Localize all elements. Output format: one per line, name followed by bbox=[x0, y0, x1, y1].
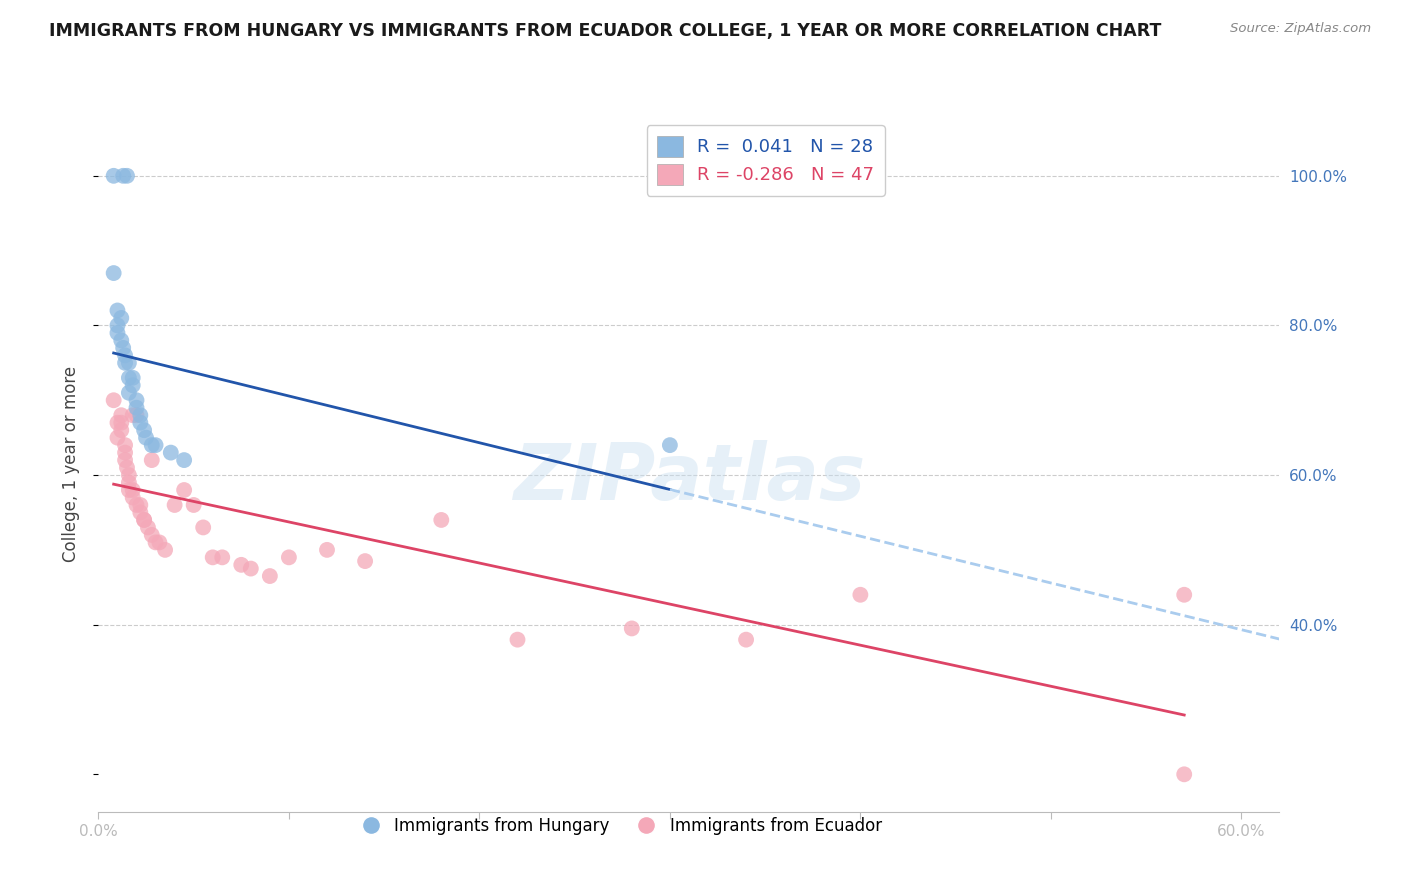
Point bbox=[125, 498, 148, 512]
Point bbox=[107, 318, 129, 333]
Point bbox=[134, 513, 156, 527]
Point bbox=[118, 468, 141, 483]
Point bbox=[1173, 588, 1195, 602]
Point bbox=[107, 416, 129, 430]
Point bbox=[145, 535, 167, 549]
Point bbox=[163, 498, 186, 512]
Point bbox=[849, 588, 872, 602]
Point bbox=[110, 416, 132, 430]
Point bbox=[103, 266, 125, 280]
Point bbox=[259, 569, 281, 583]
Point bbox=[173, 453, 195, 467]
Point bbox=[231, 558, 253, 572]
Point bbox=[114, 348, 136, 362]
Point bbox=[141, 438, 163, 452]
Point bbox=[114, 438, 136, 452]
Point bbox=[121, 378, 143, 392]
Point bbox=[354, 554, 377, 568]
Point bbox=[110, 310, 132, 325]
Point bbox=[125, 393, 148, 408]
Point bbox=[135, 431, 157, 445]
Point bbox=[114, 453, 136, 467]
Point bbox=[129, 498, 152, 512]
Point bbox=[110, 334, 132, 348]
Point bbox=[145, 438, 167, 452]
Point bbox=[114, 356, 136, 370]
Point bbox=[121, 483, 143, 497]
Point bbox=[430, 513, 453, 527]
Point bbox=[134, 423, 156, 437]
Point bbox=[115, 460, 138, 475]
Point bbox=[125, 401, 148, 415]
Point bbox=[239, 561, 262, 575]
Point bbox=[658, 438, 681, 452]
Point bbox=[159, 445, 181, 459]
Point bbox=[316, 542, 339, 557]
Point bbox=[141, 528, 163, 542]
Text: Source: ZipAtlas.com: Source: ZipAtlas.com bbox=[1230, 22, 1371, 36]
Point bbox=[112, 341, 135, 355]
Text: IMMIGRANTS FROM HUNGARY VS IMMIGRANTS FROM ECUADOR COLLEGE, 1 YEAR OR MORE CORRE: IMMIGRANTS FROM HUNGARY VS IMMIGRANTS FR… bbox=[49, 22, 1161, 40]
Point bbox=[506, 632, 529, 647]
Point bbox=[211, 550, 233, 565]
Point bbox=[112, 169, 135, 183]
Point bbox=[107, 326, 129, 340]
Point bbox=[121, 371, 143, 385]
Legend: Immigrants from Hungary, Immigrants from Ecuador: Immigrants from Hungary, Immigrants from… bbox=[347, 810, 889, 842]
Point bbox=[110, 423, 132, 437]
Point bbox=[107, 431, 129, 445]
Point bbox=[129, 416, 152, 430]
Point bbox=[118, 475, 141, 490]
Point bbox=[129, 506, 152, 520]
Point bbox=[118, 385, 141, 400]
Point bbox=[193, 520, 215, 534]
Point bbox=[173, 483, 195, 497]
Point bbox=[125, 408, 148, 422]
Point bbox=[134, 513, 156, 527]
Point bbox=[103, 169, 125, 183]
Point bbox=[620, 622, 643, 636]
Point bbox=[277, 550, 299, 565]
Point bbox=[129, 408, 152, 422]
Text: ZIPatlas: ZIPatlas bbox=[513, 440, 865, 516]
Point bbox=[118, 371, 141, 385]
Point bbox=[118, 356, 141, 370]
Point bbox=[103, 393, 125, 408]
Point bbox=[114, 445, 136, 459]
Point bbox=[1173, 767, 1195, 781]
Point bbox=[107, 303, 129, 318]
Point bbox=[735, 632, 758, 647]
Point bbox=[141, 453, 163, 467]
Point bbox=[115, 169, 138, 183]
Point bbox=[121, 491, 143, 505]
Point bbox=[201, 550, 224, 565]
Point bbox=[183, 498, 205, 512]
Point bbox=[153, 542, 176, 557]
Point bbox=[121, 408, 143, 422]
Point bbox=[136, 520, 159, 534]
Point bbox=[118, 483, 141, 497]
Y-axis label: College, 1 year or more: College, 1 year or more bbox=[62, 366, 80, 562]
Point bbox=[148, 535, 170, 549]
Point bbox=[110, 408, 132, 422]
